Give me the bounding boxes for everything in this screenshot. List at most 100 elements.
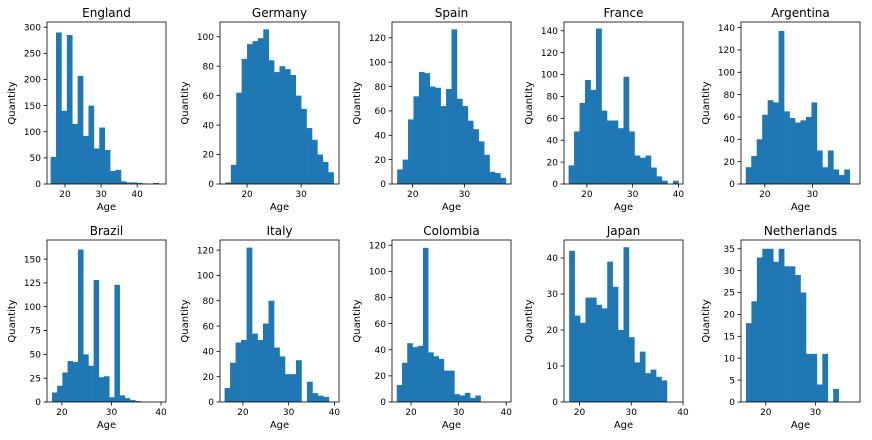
x-tick-label: 40 xyxy=(131,190,143,200)
x-tick-label: 40 xyxy=(673,190,685,200)
histogram-bar xyxy=(778,248,785,402)
axes-frame xyxy=(740,21,861,185)
y-tick-label: 30 xyxy=(724,267,736,277)
histogram-bar xyxy=(263,323,269,402)
x-axis-label: Age xyxy=(442,420,461,431)
axes-frame xyxy=(391,239,512,403)
subplot-colombia: 0 20 40 60 80 100 120 20 30 40 Colombia Age Quantity xyxy=(352,224,512,431)
x-axis-label: Age xyxy=(791,202,810,213)
axes-frame xyxy=(563,239,684,403)
histogram-bar xyxy=(109,397,115,402)
histogram-bar xyxy=(104,376,110,402)
subplot-title: England xyxy=(82,6,131,20)
histogram-bar xyxy=(72,123,78,184)
histogram-bar xyxy=(440,106,447,184)
histogram-bar xyxy=(396,385,403,402)
axes-frame xyxy=(740,239,861,403)
y-tick-label: 80 xyxy=(203,62,215,72)
histogram-bar xyxy=(639,157,646,184)
histogram-bar xyxy=(137,182,143,184)
histogram-bar xyxy=(284,69,291,184)
histogram-bar xyxy=(569,250,575,402)
histogram-bar xyxy=(438,358,445,402)
y-tick-label: 50 xyxy=(30,351,42,361)
subplot-argentina: 0 20 40 60 80 100 120 140 20 30 Argentina Age Quanti… xyxy=(701,6,861,213)
histogram-bar xyxy=(66,35,73,185)
y-tick-label: 20 xyxy=(724,311,736,321)
histogram-bar xyxy=(57,385,63,402)
x-axis-label: Age xyxy=(614,420,633,431)
histogram-bar xyxy=(124,398,131,402)
histogram-bar xyxy=(88,365,94,402)
subplot-england: 0 50 100 150 200 250 300 20 30 40 England Age Quanti… xyxy=(7,6,167,213)
x-tick-label: 30 xyxy=(459,190,471,200)
histogram-bar xyxy=(328,172,334,184)
x-tick-label: 40 xyxy=(501,408,513,418)
histogram-bar xyxy=(67,361,74,402)
histogram-bar xyxy=(645,373,651,402)
x-axis-label: Age xyxy=(97,420,116,431)
histogram-bar xyxy=(590,297,597,402)
histogram-bar xyxy=(274,347,280,402)
y-tick-label: 120 xyxy=(197,246,214,256)
histogram-bar xyxy=(77,75,84,184)
histogram-bar xyxy=(153,182,160,184)
subplot-germany: 0 20 40 60 80 100 20 30 Germany Age Quantity xyxy=(180,6,340,213)
histogram-bar xyxy=(257,38,264,185)
histogram-bar xyxy=(443,370,450,402)
histogram-bar xyxy=(252,41,259,185)
histogram-bar xyxy=(822,167,829,184)
subplot-title: Japan xyxy=(606,224,640,238)
y-axis-label: Quantity xyxy=(7,299,18,342)
histogram-bar xyxy=(795,275,801,402)
axes-frame xyxy=(563,21,684,185)
histogram-bar xyxy=(120,181,127,184)
histogram-bar xyxy=(805,353,812,402)
y-tick-label: 40 xyxy=(547,136,559,146)
y-tick-label: 30 xyxy=(547,290,559,300)
histogram-bar xyxy=(131,182,138,184)
histogram-bar xyxy=(323,396,330,402)
histogram-bar xyxy=(408,119,414,184)
histogram-bar xyxy=(402,362,408,402)
y-tick-label: 120 xyxy=(541,49,558,59)
y-tick-label: 60 xyxy=(375,320,387,330)
y-axis-label: Quantity xyxy=(7,81,18,124)
y-tick-label: 100 xyxy=(541,71,558,81)
histogram-bar xyxy=(413,96,420,184)
x-axis-label: Age xyxy=(270,202,289,213)
histogram-bar xyxy=(241,339,247,402)
histogram-bar xyxy=(767,248,774,402)
x-tick-label: 40 xyxy=(329,408,341,418)
subplot-title: Brazil xyxy=(90,224,124,238)
y-tick-label: 140 xyxy=(718,24,735,34)
histogram-bar xyxy=(422,247,429,402)
y-tick-label: 125 xyxy=(24,279,41,289)
histogram-bar xyxy=(795,122,801,184)
x-tick-label: 20 xyxy=(241,190,253,200)
histogram-bar xyxy=(295,95,302,184)
y-tick-label: 0 xyxy=(208,398,214,408)
histogram-bar xyxy=(612,286,619,402)
histogram-bar xyxy=(424,73,431,184)
histogram-bar xyxy=(639,351,646,402)
x-axis-label: Age xyxy=(442,202,461,213)
histogram-bar xyxy=(462,106,469,184)
y-tick-label: 100 xyxy=(24,303,41,313)
histogram-bar xyxy=(295,360,302,402)
histogram-bar xyxy=(467,120,474,184)
y-axis-label: Quantity xyxy=(180,299,191,342)
histogram-bar xyxy=(634,155,641,184)
histogram-bar xyxy=(306,128,313,184)
histogram-bar xyxy=(230,164,237,184)
histogram-bar xyxy=(634,362,641,402)
subplot-spain: 0 20 40 60 80 100 120 20 30 Spain Age Quantity xyxy=(352,6,512,213)
subplot-title: Italy xyxy=(266,224,292,238)
histogram-bar xyxy=(656,176,663,184)
x-tick-label: 20 xyxy=(759,190,771,200)
y-tick-label: 100 xyxy=(197,33,214,43)
histogram-bar xyxy=(773,261,779,402)
y-tick-label: 20 xyxy=(375,156,387,166)
histogram-bar xyxy=(312,393,319,402)
histogram-bar xyxy=(789,118,796,184)
